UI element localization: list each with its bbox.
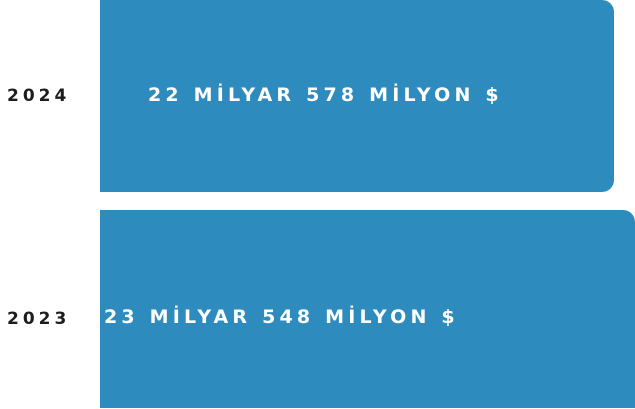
year-label: 2023 <box>7 309 71 329</box>
year-label: 2024 <box>7 86 71 106</box>
amount-text: 22 MİLYAR 578 MİLYON $ <box>148 84 503 106</box>
amount-box <box>100 0 614 192</box>
amount-box <box>100 210 635 408</box>
amount-text: 23 MİLYAR 548 MİLYON $ <box>104 306 459 328</box>
